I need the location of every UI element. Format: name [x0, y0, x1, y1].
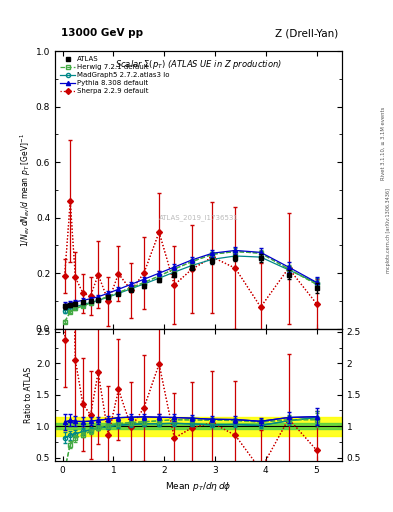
- Legend: ATLAS, Herwig 7.2.1 default, MadGraph5 2.7.2.atlas3 lo, Pythia 8.308 default, Sh: ATLAS, Herwig 7.2.1 default, MadGraph5 2…: [59, 55, 171, 96]
- Text: mcplots.cern.ch [arXiv:1306.3436]: mcplots.cern.ch [arXiv:1306.3436]: [386, 188, 391, 273]
- Y-axis label: $1/N_{ev}\,dN_{ev}/d$ mean $p_T$ [GeV]$^{-1}$: $1/N_{ev}\,dN_{ev}/d$ mean $p_T$ [GeV]$^…: [18, 133, 33, 247]
- Bar: [55, 423, 342, 430]
- Y-axis label: Ratio to ATLAS: Ratio to ATLAS: [24, 367, 33, 423]
- Text: Scalar $\Sigma(p_T)$ (ATLAS UE in Z production): Scalar $\Sigma(p_T)$ (ATLAS UE in Z prod…: [115, 58, 282, 71]
- Text: Z (Drell-Yan): Z (Drell-Yan): [275, 28, 338, 38]
- Text: 13000 GeV pp: 13000 GeV pp: [61, 28, 143, 38]
- Text: Rivet 3.1.10, ≥ 3.1M events: Rivet 3.1.10, ≥ 3.1M events: [381, 106, 386, 180]
- X-axis label: Mean $p_T/d\eta\,d\phi$: Mean $p_T/d\eta\,d\phi$: [165, 480, 232, 493]
- Bar: [55, 417, 342, 436]
- Text: ATLAS_2019_I1736531: ATLAS_2019_I1736531: [158, 215, 239, 221]
